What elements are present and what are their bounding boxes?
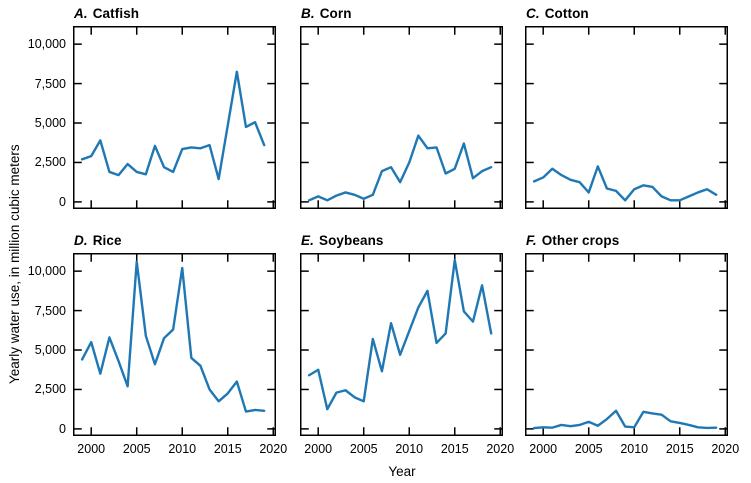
panel-name: Cotton [544, 6, 589, 21]
x-axis-label: Year [388, 464, 416, 479]
y-tick-label: 0 [59, 421, 66, 436]
data-line-cotton [532, 165, 718, 202]
plot-frame [300, 26, 503, 209]
plot-cotton [525, 26, 728, 209]
plot-corn [300, 26, 503, 209]
x-tick-label: 2015 [213, 442, 242, 456]
x-tick-label: 2000 [304, 442, 333, 456]
y-tick-label: 7,500 [34, 76, 66, 91]
plot-frame [525, 26, 728, 209]
plot-soybeans [300, 253, 503, 436]
panel-letter: C. [526, 6, 540, 21]
y-tick-label: 5,000 [34, 343, 66, 358]
y-tick-label: 0 [59, 194, 66, 209]
panel-title-cotton: C. Cotton [526, 6, 589, 21]
y-tick-label: 5,000 [34, 116, 66, 131]
panel-name: Corn [319, 6, 352, 21]
panel-title-rice: D. Rice [74, 233, 122, 248]
x-tick-label: 2000 [529, 442, 558, 456]
panel-name: Soybeans [318, 233, 384, 248]
x-tick-label: 2010 [395, 442, 424, 456]
panel-name: Rice [92, 233, 122, 248]
x-tick-label: 2010 [620, 442, 649, 456]
x-tick-label: 2020 [259, 442, 288, 456]
data-line-soybeans [307, 258, 493, 411]
y-tick-label: 10,000 [27, 264, 66, 279]
x-tick-label: 2015 [440, 442, 469, 456]
x-tick-label: 2005 [574, 442, 603, 456]
panel-title-corn: B. Corn [301, 6, 352, 21]
plot-frame [525, 253, 728, 436]
panel-title-catfish: A. Catfish [74, 6, 139, 21]
panel-letter: A. [74, 6, 88, 21]
data-line-catfish [80, 70, 266, 181]
y-tick-label: 2,500 [34, 382, 66, 397]
panel-title-soybeans: E. Soybeans [301, 233, 384, 248]
data-line-rice [80, 260, 266, 413]
y-tick-label: 2,500 [34, 155, 66, 170]
x-tick-label: 2010 [168, 442, 197, 456]
plot-frame [73, 26, 276, 209]
y-tick-label: 10,000 [27, 37, 66, 52]
x-tick-label: 2020 [711, 442, 740, 456]
panel-letter: D. [74, 233, 88, 248]
x-tick-label: 2005 [122, 442, 151, 456]
x-tick-label: 2020 [486, 442, 515, 456]
plot-rice [73, 253, 276, 436]
panel-letter: B. [301, 6, 315, 21]
data-line-corn [307, 134, 493, 202]
y-tick-label: 7,500 [34, 303, 66, 318]
x-tick-label: 2005 [349, 442, 378, 456]
panel-letter: E. [301, 233, 314, 248]
plot-frame [300, 253, 503, 436]
x-tick-label: 2015 [665, 442, 694, 456]
panel-name: Other crops [541, 233, 620, 248]
plot-catfish [73, 26, 276, 209]
x-tick-label: 2000 [77, 442, 106, 456]
data-line-other-crops [532, 409, 718, 430]
plot-other-crops [525, 253, 728, 436]
plot-frame [73, 253, 276, 436]
panel-letter: F. [526, 233, 537, 248]
panel-name: Catfish [92, 6, 140, 21]
panel-title-other-crops: F. Other crops [526, 233, 619, 248]
